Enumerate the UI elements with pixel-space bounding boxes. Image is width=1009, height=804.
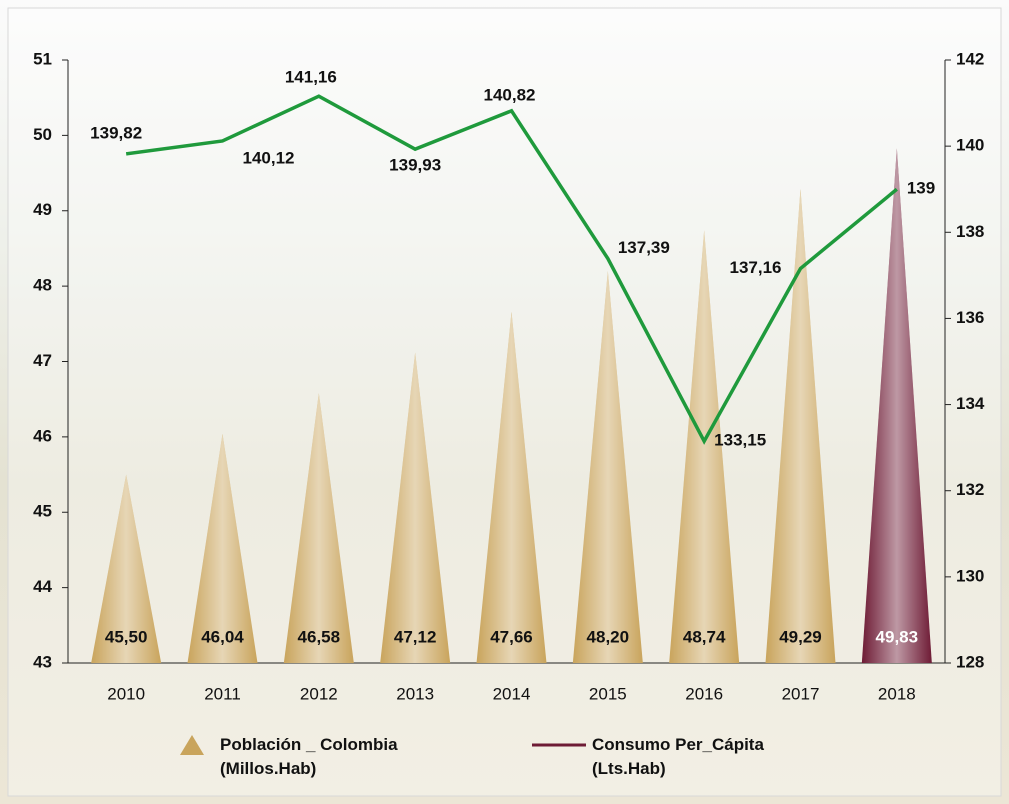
bar-sheen xyxy=(187,433,258,663)
data-label: 46,04 xyxy=(201,627,244,646)
y-tick-label: 44 xyxy=(33,577,52,596)
y2-tick-label: 134 xyxy=(956,394,985,413)
data-label: 46,58 xyxy=(298,627,341,646)
x-tick-label: 2018 xyxy=(878,684,916,703)
bar-sheen xyxy=(765,188,836,664)
data-label: 49,83 xyxy=(876,627,919,646)
x-tick-label: 2015 xyxy=(589,684,627,703)
line xyxy=(125,94,898,445)
y2-tick-label: 130 xyxy=(956,566,984,585)
y2-tick-label: 142 xyxy=(956,49,984,68)
legend-label: Consumo Per_Cápita (Lts.Hab) xyxy=(592,735,764,778)
x-tick-label: 2010 xyxy=(107,684,145,703)
y-tick-label: 46 xyxy=(33,426,52,445)
data-label: 140,12 xyxy=(243,148,295,167)
y-tick-label: 51 xyxy=(33,49,52,68)
x-tick-label: 2011 xyxy=(204,684,241,703)
x-tick-label: 2013 xyxy=(396,684,434,703)
x-tick-label: 2012 xyxy=(300,684,338,703)
bar-sheen xyxy=(476,311,547,663)
y2-tick-label: 138 xyxy=(956,222,984,241)
data-label: 141,16 xyxy=(285,68,337,87)
data-label: 133,15 xyxy=(714,431,766,450)
data-label: 45,50 xyxy=(105,627,148,646)
x-tick-label: 2017 xyxy=(782,684,820,703)
y2-tick-label: 132 xyxy=(956,480,984,499)
bar-sheen xyxy=(669,230,740,663)
y-tick-label: 48 xyxy=(33,276,52,295)
data-label: 139,93 xyxy=(389,156,441,175)
data-label: 139,82 xyxy=(90,123,142,142)
data-label: 137,16 xyxy=(730,258,782,277)
data-label: 47,66 xyxy=(490,627,533,646)
legend-label: Población _ Colombia (Millos.Hab) xyxy=(220,735,398,778)
bar-sheen xyxy=(380,352,451,663)
x-tick-label: 2014 xyxy=(493,684,531,703)
y-tick-label: 49 xyxy=(33,200,52,219)
data-label: 140,82 xyxy=(484,85,536,104)
legend-entry: Población _ Colombia (Millos.Hab) xyxy=(180,733,435,781)
y-tick-label: 43 xyxy=(33,652,52,671)
legend-marker xyxy=(532,743,586,747)
bar-sheen xyxy=(283,393,354,663)
data-label: 137,39 xyxy=(618,238,670,257)
y2-tick-label: 128 xyxy=(956,652,984,671)
data-label: 49,29 xyxy=(779,627,822,646)
y-tick-label: 45 xyxy=(33,502,52,521)
y2-tick-label: 136 xyxy=(956,308,984,327)
y-tick-label: 47 xyxy=(33,351,52,370)
data-label: 47,12 xyxy=(394,627,437,646)
data-label: 139 xyxy=(907,179,935,198)
data-label: 48,74 xyxy=(683,627,726,646)
data-label: 48,20 xyxy=(587,627,630,646)
legend-marker xyxy=(180,735,204,755)
bar-sheen xyxy=(861,148,932,664)
x-tick-label: 2016 xyxy=(685,684,723,703)
legend-entry: Consumo Per_Cápita (Lts.Hab) xyxy=(532,733,812,781)
y2-tick-label: 140 xyxy=(956,136,984,155)
bar-sheen xyxy=(572,271,643,663)
y-tick-label: 50 xyxy=(33,125,52,144)
bar-sheen xyxy=(91,474,162,663)
